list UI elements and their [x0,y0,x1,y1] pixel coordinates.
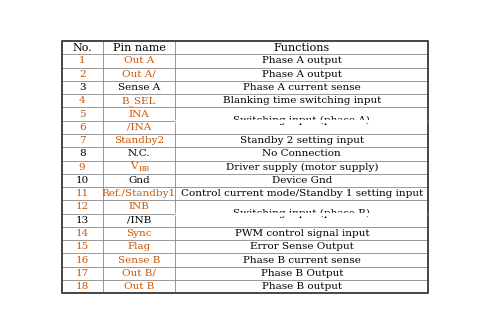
Text: /INA: /INA [127,123,151,132]
Text: Switching input (phase A): Switching input (phase A) [233,116,370,125]
Text: 6: 6 [79,123,86,132]
Text: B_SEL: B_SEL [122,96,156,106]
Text: Standby 2 setting input: Standby 2 setting input [240,136,364,145]
Text: Out A: Out A [124,56,154,66]
Text: Device Gnd: Device Gnd [272,176,332,185]
Text: Sense B: Sense B [118,256,160,264]
Text: PWM control signal input: PWM control signal input [235,229,369,238]
Text: 13: 13 [76,216,89,225]
Text: /INB: /INB [127,216,151,225]
Text: N.C.: N.C. [128,149,150,158]
Text: Phase B output: Phase B output [262,282,342,291]
Text: Phase B Output: Phase B Output [261,269,343,278]
Text: BB: BB [138,165,150,173]
Text: 9: 9 [79,163,86,172]
Text: 15: 15 [76,242,89,251]
Text: 11: 11 [76,189,89,198]
Text: 18: 18 [76,282,89,291]
Text: INB: INB [129,203,150,212]
Text: 1: 1 [79,56,86,66]
Text: Sync: Sync [126,229,152,238]
Text: 7: 7 [79,136,86,145]
Text: Phase A output: Phase A output [262,70,342,79]
Text: Pin name: Pin name [112,43,165,53]
Text: 5: 5 [79,110,86,118]
Text: Standby2: Standby2 [114,136,164,145]
Text: Blanking time switching input: Blanking time switching input [223,96,381,105]
Text: 10: 10 [76,176,89,185]
Text: 17: 17 [76,269,89,278]
Text: Phase A output: Phase A output [262,56,342,66]
Text: 14: 14 [76,229,89,238]
Text: 16: 16 [76,256,89,264]
Text: 3: 3 [79,83,86,92]
Text: Functions: Functions [274,43,330,53]
Text: V: V [130,163,138,171]
Text: Phase B current sense: Phase B current sense [243,256,361,264]
Text: Out A/: Out A/ [122,70,156,79]
Text: 4: 4 [79,96,86,105]
Text: 8: 8 [79,149,86,158]
Text: Error Sense Output: Error Sense Output [250,242,354,251]
Text: INA: INA [129,110,149,118]
Text: Sense A: Sense A [118,83,160,92]
Text: No Connection: No Connection [262,149,341,158]
Text: Driver supply (motor supply): Driver supply (motor supply) [226,163,378,172]
Text: Control current mode/Standby 1 setting input: Control current mode/Standby 1 setting i… [181,189,423,198]
Text: Ref./Standby1: Ref./Standby1 [102,189,176,198]
Text: Phase A current sense: Phase A current sense [243,83,361,92]
Text: 12: 12 [76,203,89,212]
Text: Out B/: Out B/ [122,269,156,278]
Text: 2: 2 [79,70,86,79]
Text: No.: No. [72,43,92,53]
Text: Out B: Out B [124,282,154,291]
Text: Gnd: Gnd [128,176,150,185]
Text: Switching input (phase B): Switching input (phase B) [233,209,370,218]
Text: Flag: Flag [127,242,151,251]
